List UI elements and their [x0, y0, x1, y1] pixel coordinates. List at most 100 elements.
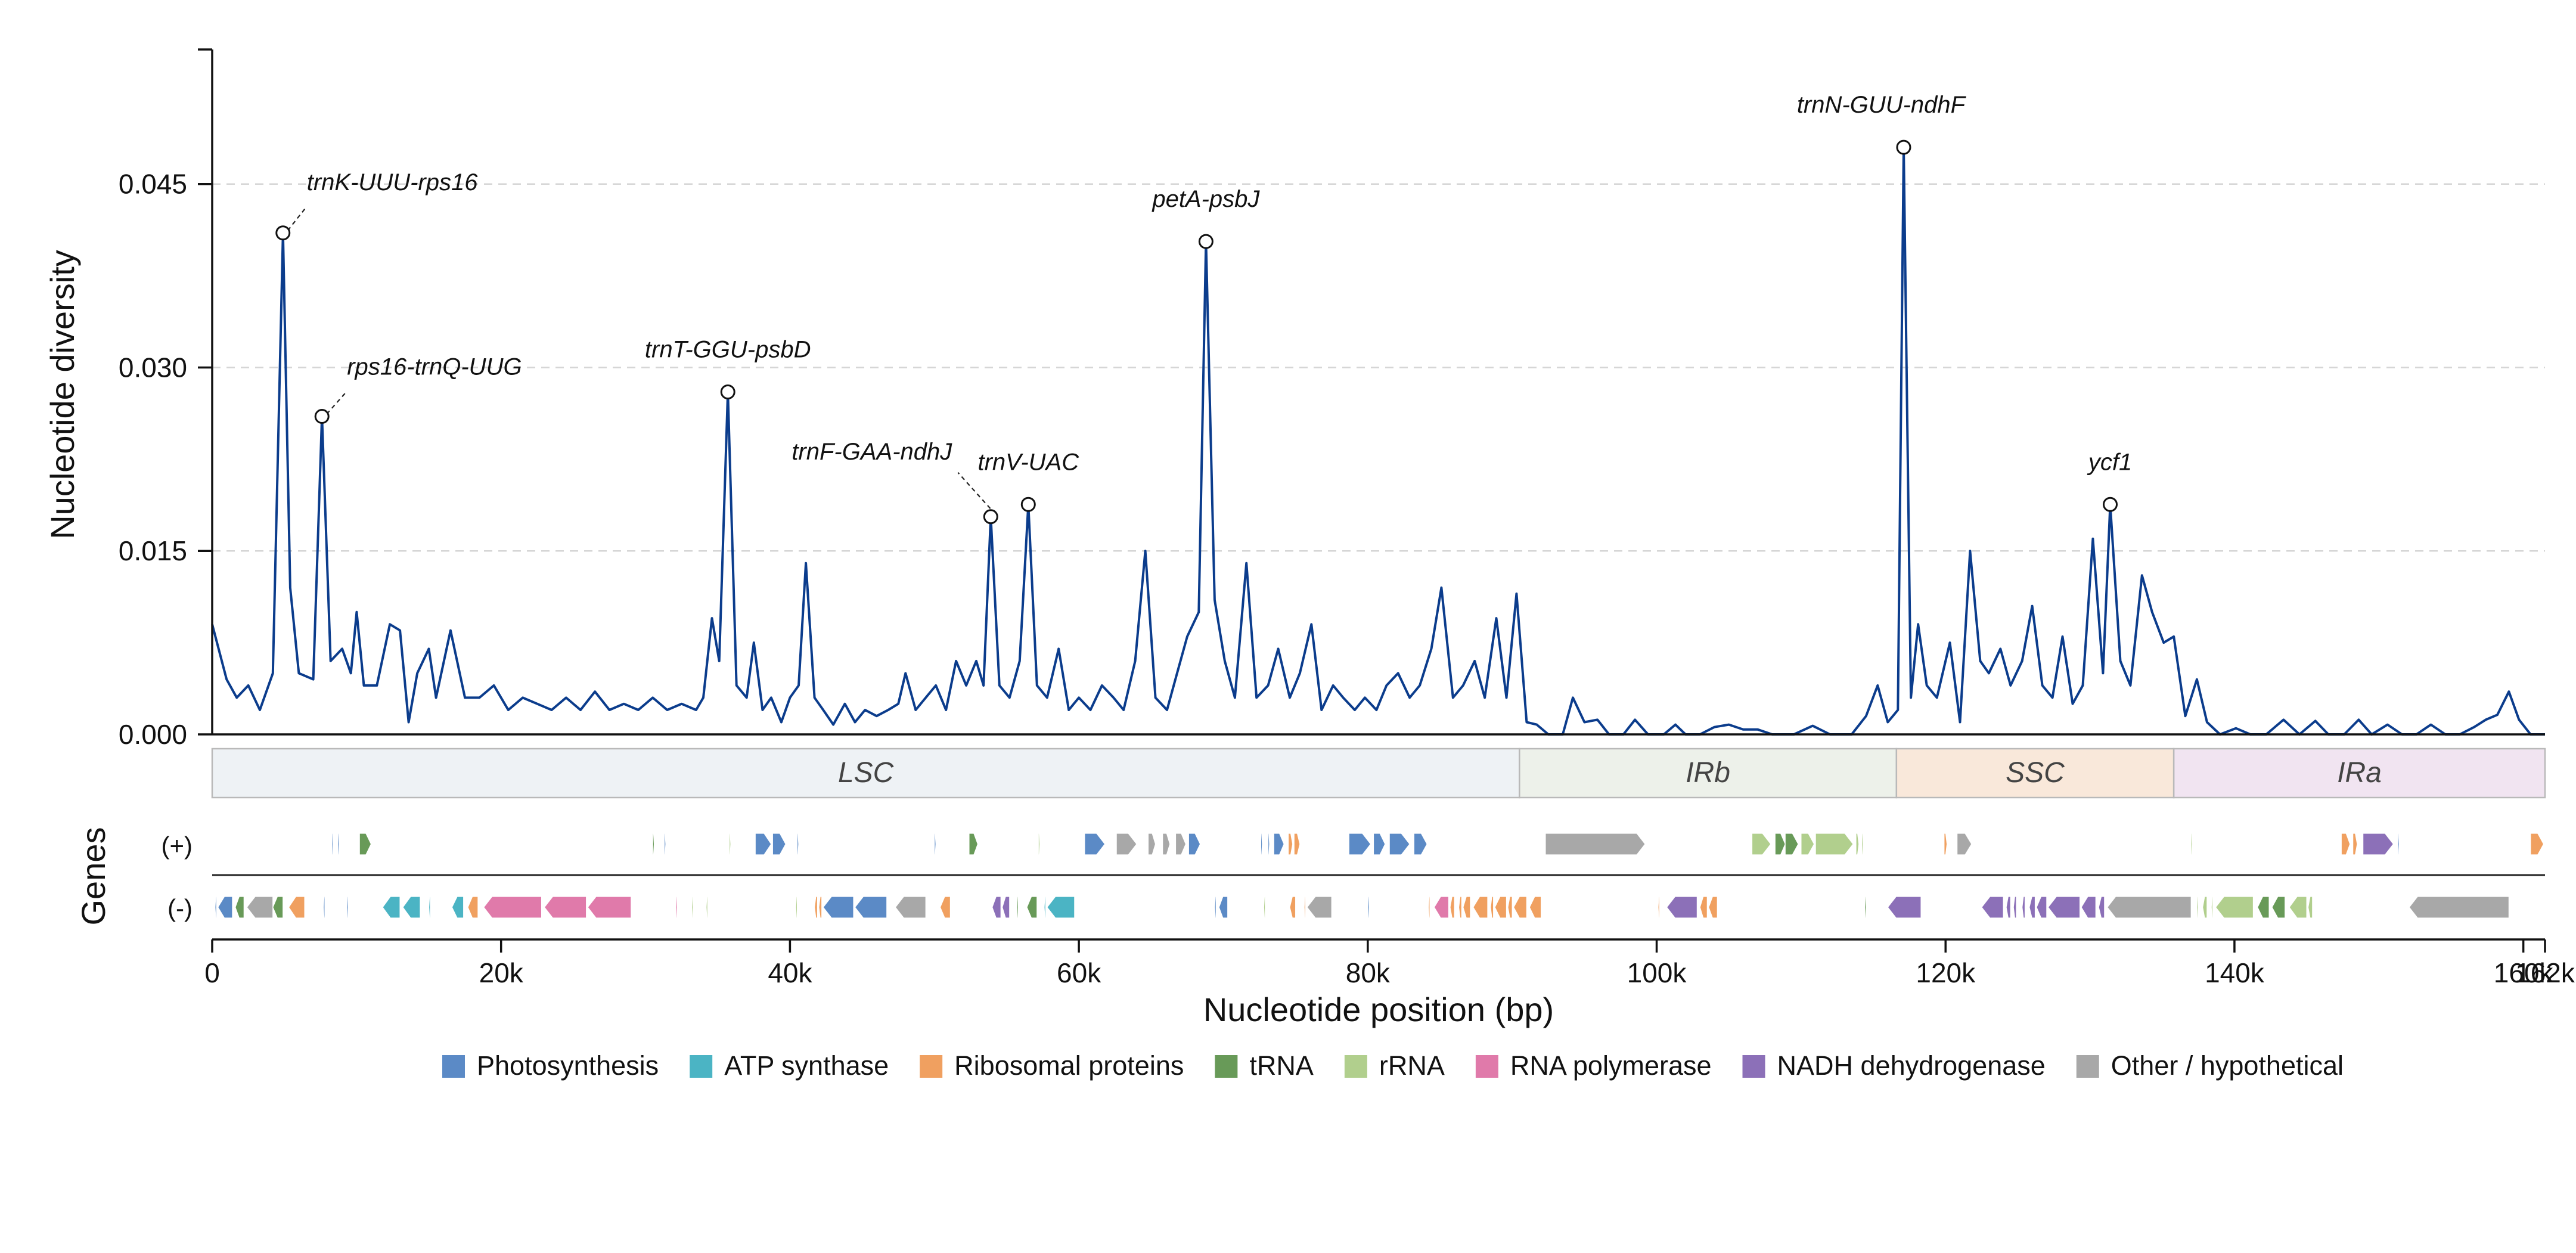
gene-feature	[814, 896, 818, 919]
gene-feature	[1861, 833, 1864, 855]
gene-feature	[337, 833, 340, 855]
gene-feature	[2036, 896, 2047, 919]
peak-marker	[1896, 139, 1911, 155]
gene-feature	[428, 896, 431, 919]
gene-feature	[1188, 833, 1201, 855]
gene-feature	[1044, 896, 1046, 919]
peak-annotations: trnK-UUU-rps16 rps16-trnQ-UUG trnT-GGU-psb…	[275, 92, 2132, 525]
peak-label: petA-psbJ	[1152, 186, 1260, 212]
gene-feature	[1490, 896, 1494, 919]
gene-feature	[215, 896, 217, 919]
gene-feature	[1084, 833, 1106, 855]
gene-feature	[1413, 833, 1427, 855]
region-label: LSC	[838, 757, 894, 789]
legend-swatch	[1215, 1055, 1238, 1078]
peak-marker	[275, 225, 291, 241]
gene-feature	[934, 833, 936, 855]
peak-marker	[1198, 234, 1213, 249]
x-tick-label: 160k	[2494, 957, 2554, 988]
x-tick-label: 40k	[768, 957, 812, 988]
gene-feature	[1944, 833, 1948, 855]
gene-feature	[1268, 833, 1270, 855]
gene-feature	[1699, 896, 1708, 919]
x-tick-label: 60k	[1057, 957, 1101, 988]
gene-feature	[675, 896, 678, 919]
gene-feature	[246, 896, 274, 919]
gene-feature	[1708, 896, 1718, 919]
gene-feature	[323, 896, 325, 919]
gene-feature	[1389, 833, 1410, 855]
gene-feature	[992, 896, 1001, 919]
axes: 0.000 0.015 0.030 0.045 0 20k 40k 60k 80k 100k 120…	[119, 48, 2575, 988]
gene-feature	[1855, 833, 1860, 855]
x-axis-title: Nucleotide position (bp)	[1203, 991, 1554, 1028]
peak-label: trnV-UAC	[977, 449, 1079, 475]
gene-track-title: Genes	[75, 827, 112, 926]
y-tick-label: 0.000	[119, 719, 187, 750]
gene-feature	[823, 896, 854, 919]
peak-leader-line	[287, 207, 306, 231]
gene-feature	[652, 833, 655, 855]
legend-entry: NADH dehydrogenase	[1777, 1050, 2046, 1081]
gene-feature	[1545, 833, 1646, 855]
peak-marker	[2103, 497, 2118, 512]
plus-strand-label: (+)	[162, 832, 193, 860]
gene-feature	[217, 896, 233, 919]
gene-feature	[2363, 833, 2394, 855]
gene-feature	[402, 896, 421, 919]
gene-feature	[1658, 896, 1660, 919]
gene-feature	[1458, 896, 1462, 919]
gene-feature	[1047, 896, 1075, 919]
gene-feature	[2081, 896, 2096, 919]
gene-feature	[1147, 833, 1156, 855]
gene-feature	[2022, 896, 2026, 919]
gene-feature	[2098, 896, 2105, 919]
legend-swatch	[442, 1055, 465, 1078]
gene-feature	[1016, 896, 1019, 919]
peak-label: trnN-GUU-ndhF	[1797, 92, 1967, 118]
legend: Photosynthesis ATP synthase Ribosomal prot…	[442, 1050, 2344, 1081]
legend-entry: ATP synthase	[724, 1050, 889, 1081]
gene-feature	[1303, 896, 1306, 919]
gene-feature	[1957, 833, 1972, 855]
region-label: IRa	[2337, 757, 2382, 789]
gene-feature	[2013, 896, 2017, 919]
gene-feature	[2190, 833, 2193, 855]
gene-feature	[1263, 896, 1266, 919]
gene-feature	[1981, 896, 2004, 919]
y-tick-label: 0.015	[119, 535, 187, 566]
gene-feature	[1116, 833, 1137, 855]
y-axis-title: Nucleotide diversity	[44, 250, 81, 539]
gene-feature	[1026, 896, 1038, 919]
legend-swatch	[690, 1055, 713, 1078]
legend-entry: Ribosomal proteins	[954, 1050, 1184, 1081]
y-grid-lines	[212, 183, 2545, 552]
gene-feature	[272, 896, 284, 919]
legend-entry: rRNA	[1379, 1050, 1445, 1081]
gene-feature	[2257, 896, 2270, 919]
gene-track: (+) (-)	[162, 832, 2545, 922]
peak-marker	[314, 409, 330, 424]
gene-feature	[1162, 833, 1171, 855]
legend-entry: Photosynthesis	[477, 1050, 659, 1081]
peak-label: trnK-UUU-rps16	[307, 169, 478, 196]
minus-strand-label: (-)	[167, 894, 193, 922]
peak-label: ycf1	[2087, 449, 2132, 475]
gene-feature	[2211, 896, 2214, 919]
gene-feature	[2047, 896, 2081, 919]
gene-feature	[1887, 896, 1922, 919]
gene-feature	[451, 896, 464, 919]
x-tick-label: 0	[204, 957, 220, 988]
gene-feature	[969, 833, 979, 855]
gene-feature	[1367, 896, 1370, 919]
diversity-series-line	[211, 146, 2545, 736]
gene-feature	[2271, 896, 2286, 919]
gene-feature	[2307, 896, 2313, 919]
x-tick-label: 140k	[2205, 957, 2265, 988]
gene-feature	[939, 896, 951, 919]
legend-entry: RNA polymerase	[1510, 1050, 1712, 1081]
gene-feature	[1433, 896, 1450, 919]
gene-feature	[346, 896, 349, 919]
region-box	[2172, 748, 2546, 799]
gene-feature	[1529, 896, 1542, 919]
